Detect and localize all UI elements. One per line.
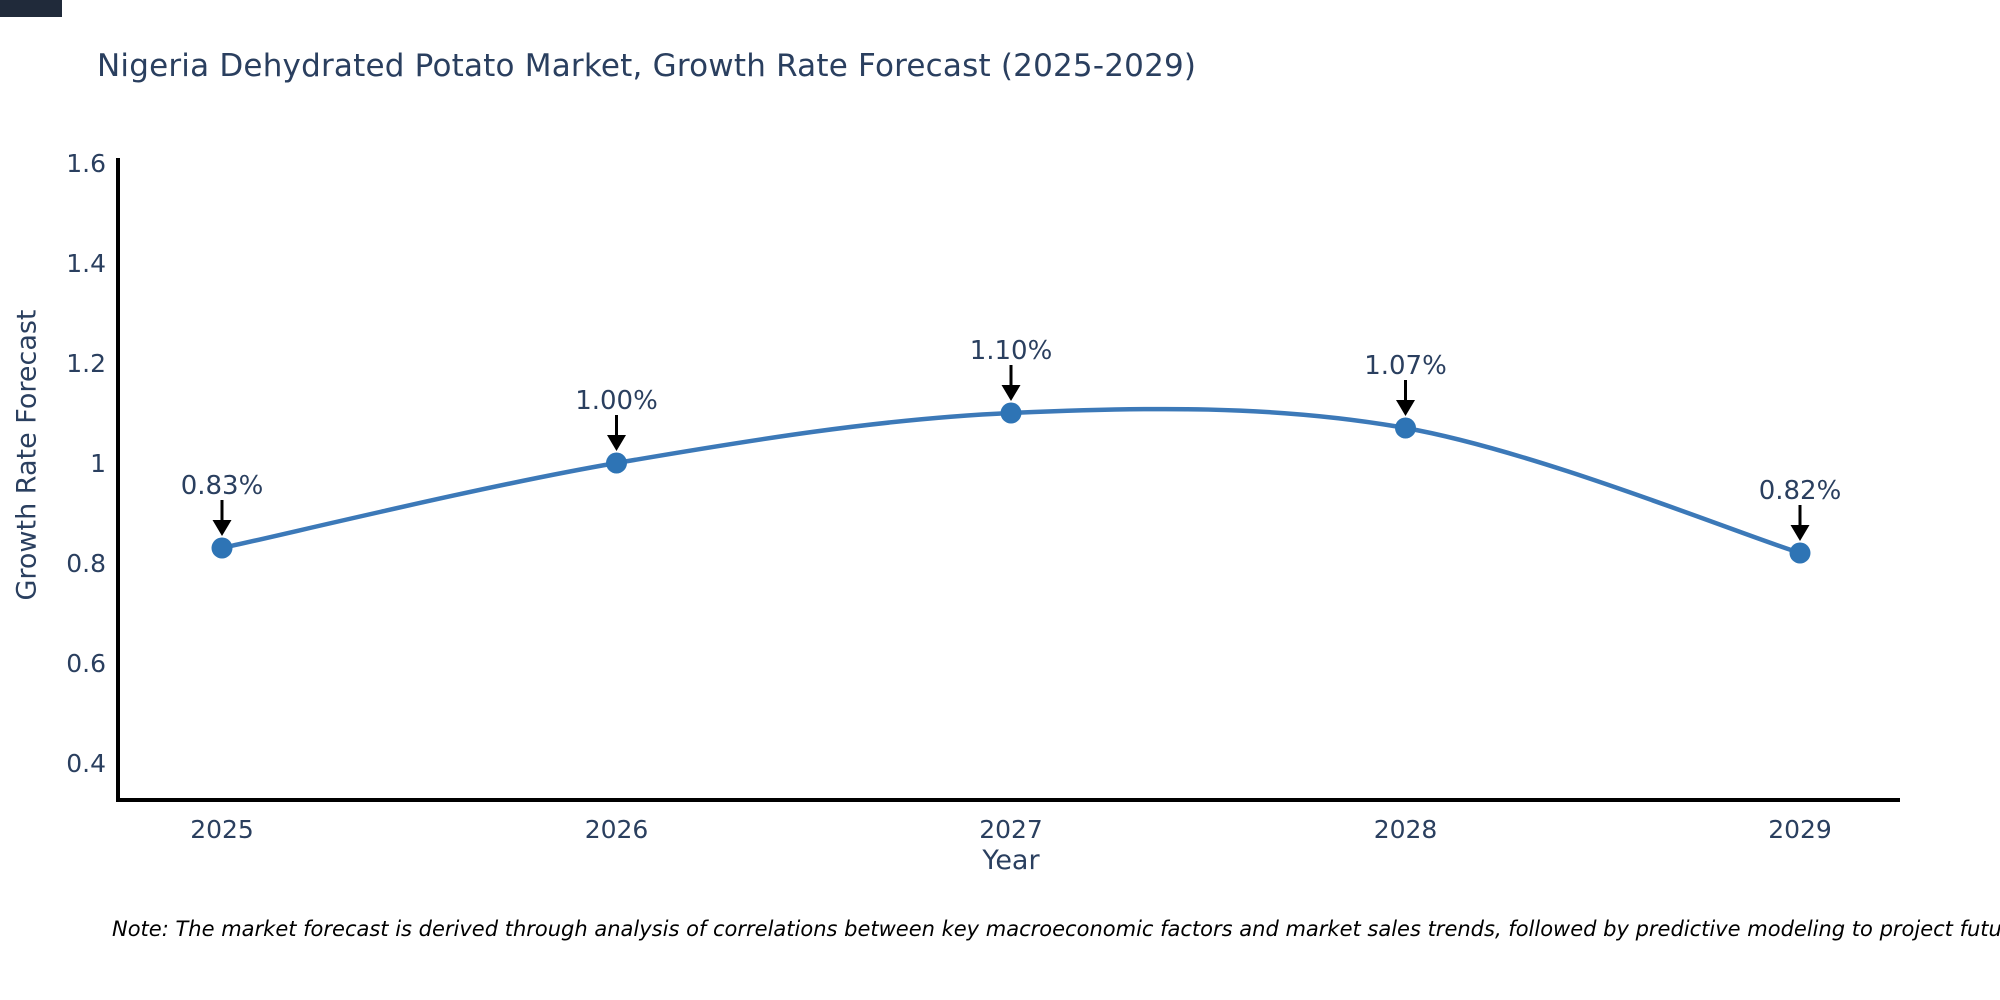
x-tick-label: 2029 (1768, 815, 1832, 844)
y-tick-label: 0.8 (66, 549, 106, 578)
annotation-arrowhead (1790, 525, 1810, 541)
data-point-label: 1.00% (575, 386, 658, 416)
y-tick-label: 1 (90, 449, 106, 478)
data-point-marker (1789, 542, 1811, 564)
y-tick-label: 1.2 (66, 349, 106, 378)
x-tick-label: 2026 (585, 815, 649, 844)
data-point-label: 0.83% (181, 471, 264, 501)
annotation-arrowhead (607, 435, 626, 451)
trend-line (219, 406, 1803, 556)
data-point-label: 1.07% (1364, 351, 1447, 381)
data-point-label: 1.10% (970, 336, 1053, 366)
y-tick-label: 1.4 (66, 249, 106, 278)
data-point-marker (1000, 402, 1022, 424)
annotation-arrowhead (1001, 385, 1021, 401)
data-point-marker (211, 537, 233, 559)
top-left-artifact (0, 0, 62, 17)
chart-title: Nigeria Dehydrated Potato Market, Growth… (97, 48, 1197, 84)
data-point-marker (1395, 417, 1416, 439)
x-tick-label: 2025 (190, 815, 254, 844)
y-tick-label: 0.4 (66, 749, 106, 778)
x-axis-title: Year (982, 845, 1040, 876)
data-point-label: 0.82% (1759, 476, 1842, 506)
annotation-arrowhead (1396, 400, 1415, 416)
annotation-arrowhead (212, 520, 232, 536)
footnote: Note: The market forecast is derived thr… (112, 917, 2000, 941)
x-tick-label: 2027 (979, 815, 1043, 844)
x-tick-label: 2028 (1374, 815, 1438, 844)
y-tick-label: 1.6 (66, 149, 106, 178)
data-point-marker (606, 452, 627, 474)
y-tick-label: 0.6 (66, 649, 106, 678)
